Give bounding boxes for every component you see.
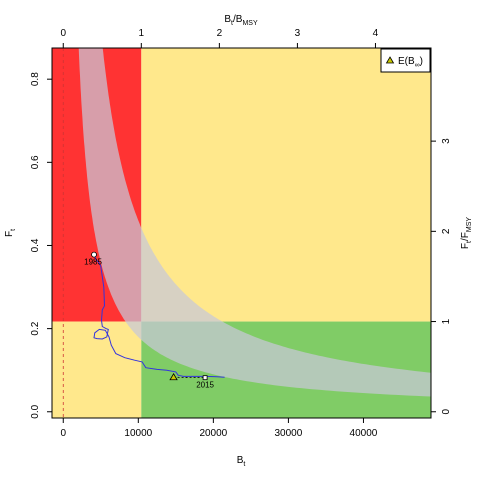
top-axis-label-sub: t bbox=[231, 20, 233, 27]
expected-equilibrium-point bbox=[169, 372, 178, 381]
top-axis-label-main: B bbox=[224, 14, 231, 25]
x-axis-label: Bt bbox=[237, 455, 246, 468]
x-tick-label: 40000 bbox=[350, 428, 378, 439]
top-tick-label: 4 bbox=[373, 28, 379, 39]
top-axis-label: Bt/BMSY bbox=[224, 14, 258, 27]
end-point bbox=[202, 375, 208, 381]
y-tick-label: 0.0 bbox=[30, 404, 41, 418]
trajectory-line bbox=[93, 254, 225, 378]
y-tick-label: 0.8 bbox=[30, 72, 41, 86]
x-axis-label-main: B bbox=[237, 455, 244, 466]
y-axis-label-sub: t bbox=[10, 229, 17, 231]
y-tick-label: 0.2 bbox=[30, 321, 41, 335]
right-axis-label-sep: /F bbox=[460, 232, 471, 241]
x-tick-label: 10000 bbox=[124, 428, 152, 439]
right-tick-label: 0 bbox=[441, 409, 452, 415]
axes: 0 10000 20000 30000 40000 0.0 0.2 0.4 0.6 0.8 0 1 2 3… bbox=[30, 28, 452, 439]
legend-triangle-icon bbox=[385, 56, 395, 64]
legend-label: E(B bbox=[398, 56, 415, 67]
right-axis-label-main: F bbox=[460, 243, 471, 249]
legend-box bbox=[380, 48, 431, 73]
legend-entry: E(B∞) bbox=[398, 56, 423, 69]
plot-area: 1985 2015 bbox=[52, 48, 431, 418]
start-point bbox=[91, 251, 97, 258]
right-tick-label: 2 bbox=[441, 228, 452, 234]
zone-overfishing bbox=[141, 48, 431, 322]
legend: E(B∞) bbox=[380, 48, 431, 73]
y-axis-label-main: F bbox=[4, 231, 15, 237]
end-year-label: 2015 bbox=[196, 381, 214, 390]
x-tick-label: 0 bbox=[60, 428, 66, 439]
x-tick-label: 20000 bbox=[199, 428, 227, 439]
right-axis-label-sub: t bbox=[466, 241, 473, 243]
top-axis-label-sep: /B bbox=[233, 14, 243, 25]
x-tick-label: 30000 bbox=[274, 428, 302, 439]
plot-frame bbox=[51, 47, 432, 419]
top-axis-label-sub2: MSY bbox=[242, 20, 258, 27]
confidence-region bbox=[78, 48, 431, 397]
y-tick-label: 0.4 bbox=[30, 238, 41, 252]
right-tick-label: 1 bbox=[441, 318, 452, 324]
y-tick-label: 0.6 bbox=[30, 155, 41, 169]
y-axis-label: Ft bbox=[4, 229, 17, 237]
right-axis-label: Ft/FMSY bbox=[460, 217, 473, 249]
right-axis-label-sub2: MSY bbox=[466, 217, 473, 233]
start-year-label: 1985 bbox=[84, 258, 102, 267]
top-tick-label: 0 bbox=[60, 28, 66, 39]
legend-label-sub: ∞ bbox=[415, 62, 420, 69]
x-axis-label-sub: t bbox=[243, 461, 245, 468]
top-tick-label: 3 bbox=[295, 28, 301, 39]
zone-overfished bbox=[52, 321, 142, 418]
top-tick-label: 2 bbox=[217, 28, 223, 39]
top-tick-label: 1 bbox=[139, 28, 145, 39]
legend-label-end: ) bbox=[420, 56, 423, 67]
right-tick-label: 3 bbox=[441, 138, 452, 144]
